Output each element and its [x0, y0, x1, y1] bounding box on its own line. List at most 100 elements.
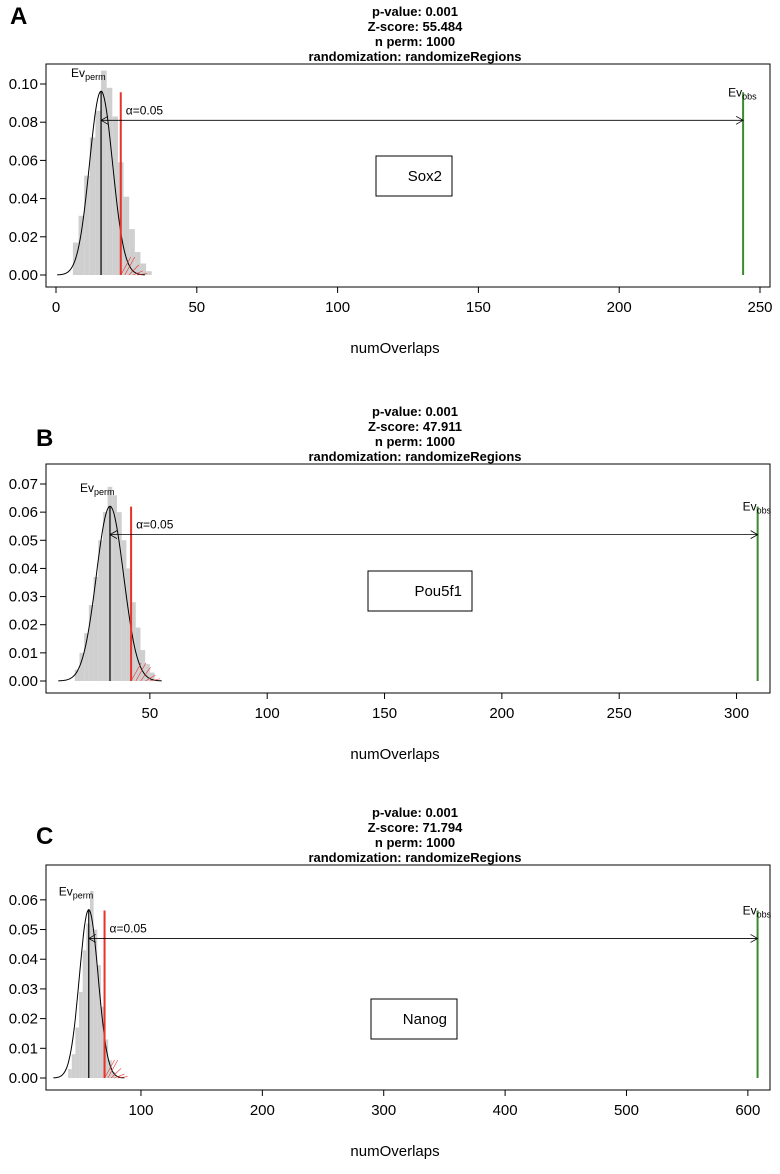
- tail-hatch-c: [104, 1059, 115, 1079]
- x-tick-label-b: 300: [724, 705, 749, 722]
- histogram-bar-a: [78, 215, 85, 275]
- x-tick-label-a: 250: [747, 299, 772, 316]
- histogram-bar-c: [86, 923, 90, 1078]
- histogram-bar-b: [79, 652, 85, 681]
- histogram-bar-c: [75, 1027, 80, 1078]
- histogram-bar-a: [101, 70, 107, 275]
- arrow-head-left-c: [87, 934, 96, 943]
- stat-line-a: n perm: 1000: [375, 34, 455, 49]
- histogram-bar-a: [84, 175, 90, 275]
- x-tick-label-c: 600: [735, 1102, 760, 1119]
- y-tick-label-b: 0.06: [9, 504, 38, 521]
- ev-perm-sub-b: perm: [94, 487, 115, 497]
- histogram-bar-b: [121, 540, 127, 681]
- ev-obs-sub-a: obs: [742, 91, 757, 101]
- histogram-bar-b: [93, 576, 99, 681]
- y-tick-label-b: 0.02: [9, 617, 38, 634]
- arrow-head-right-a: [735, 115, 744, 125]
- x-tick-label-c: 500: [614, 1102, 639, 1119]
- ev-perm-main-a: Ev: [71, 66, 85, 80]
- histogram-bar-a: [112, 116, 118, 275]
- histogram-bar-c: [89, 890, 94, 1078]
- stat-line-b: p-value: 0.001: [372, 404, 458, 419]
- histogram-bar-c: [100, 1006, 105, 1078]
- histogram-bar-a: [106, 87, 113, 275]
- x-tick-label-b: 50: [142, 705, 159, 722]
- histogram-bar-b: [140, 650, 146, 681]
- y-tick-label-c: 0.01: [9, 1040, 38, 1057]
- y-tick-label-b: 0.07: [9, 476, 38, 493]
- histogram-bar-c: [68, 1069, 72, 1078]
- x-tick-label-a: 100: [325, 299, 350, 316]
- x-axis-title-b: numOverlaps: [350, 746, 439, 763]
- y-tick-label-b: 0.04: [9, 560, 38, 577]
- histogram-bar-c: [111, 1072, 116, 1078]
- plot-frame-c: [45, 864, 771, 1091]
- y-tick-label-c: 0.04: [9, 951, 38, 968]
- y-tick-label-a: 0.00: [9, 267, 38, 284]
- histogram-bar-c: [104, 1039, 109, 1078]
- tail-hatch-c: [110, 1068, 122, 1079]
- legend-text-a: Sox2: [408, 168, 442, 185]
- y-tick-label-a: 0.06: [9, 152, 38, 169]
- stat-line-c: Z-score: 71.794: [368, 820, 463, 835]
- arrow-head-right-b: [750, 530, 759, 540]
- tail-hatch-c: [114, 1073, 125, 1079]
- alpha-label-c: α=0.05: [110, 921, 148, 935]
- tail-hatch-a: [136, 273, 147, 276]
- ev-obs-main-b: Ev: [743, 500, 757, 514]
- x-tick-label-a: 200: [607, 299, 632, 316]
- histogram-bar-b: [145, 664, 150, 681]
- histogram-bar-a: [89, 137, 96, 275]
- legend-text-b: Pou5f1: [414, 583, 462, 600]
- histogram-bar-b: [126, 568, 132, 681]
- tail-hatch-b: [140, 666, 151, 682]
- ev-perm-label-b: Evperm: [80, 481, 115, 497]
- plot-frame-a: [45, 63, 771, 288]
- x-tick-label-c: 200: [250, 1102, 275, 1119]
- ev-obs-main-c: Ev: [743, 903, 757, 917]
- y-tick-label-c: 0.03: [9, 981, 38, 998]
- x-tick-label-b: 200: [489, 705, 514, 722]
- histogram-bar-b: [102, 512, 108, 681]
- ev-obs-label-a: Evobs: [728, 85, 757, 101]
- arrow-head-left-a: [100, 115, 109, 125]
- alpha-label-a: α=0.05: [126, 103, 164, 117]
- histogram-bar-b: [88, 605, 94, 681]
- ev-perm-main-c: Ev: [59, 885, 73, 899]
- permutation-curve-c: [53, 908, 125, 1079]
- ev-perm-main-b: Ev: [80, 481, 94, 495]
- stat-line-a: randomization: randomizeRegions: [308, 49, 521, 64]
- arrow-head-left-b: [109, 530, 118, 540]
- stat-line-a: Z-score: 55.484: [368, 19, 463, 34]
- x-tick-label-c: 300: [371, 1102, 396, 1119]
- legend-text-c: Nanog: [403, 1011, 447, 1028]
- panel-label-a: A: [10, 3, 27, 30]
- histogram-bar-b: [74, 669, 80, 681]
- tail-hatch-b: [135, 662, 147, 682]
- panel-label-b: B: [36, 425, 53, 452]
- tail-hatch-b: [130, 662, 142, 682]
- histogram-bar-a: [129, 229, 135, 275]
- stat-line-c: p-value: 0.001: [372, 805, 458, 820]
- ev-obs-sub-c: obs: [757, 909, 772, 919]
- x-tick-label-a: 50: [188, 299, 205, 316]
- y-tick-label-a: 0.10: [9, 76, 38, 93]
- ev-obs-label-c: Evobs: [743, 903, 772, 919]
- arrow-head-right-c: [750, 934, 759, 943]
- histogram-bar-a: [123, 196, 130, 275]
- y-tick-label-c: 0.06: [9, 892, 38, 909]
- y-tick-label-c: 0.02: [9, 1011, 38, 1028]
- legend-box-b: [367, 570, 473, 612]
- alpha-label-b: α=0.05: [136, 518, 174, 532]
- plot-frame-b: [45, 463, 771, 694]
- y-tick-label-a: 0.08: [9, 114, 38, 131]
- histogram-bar-a: [140, 263, 147, 275]
- panel-label-c: C: [36, 823, 53, 850]
- histogram-bar-b: [112, 495, 118, 681]
- histogram-bar-c: [93, 929, 98, 1078]
